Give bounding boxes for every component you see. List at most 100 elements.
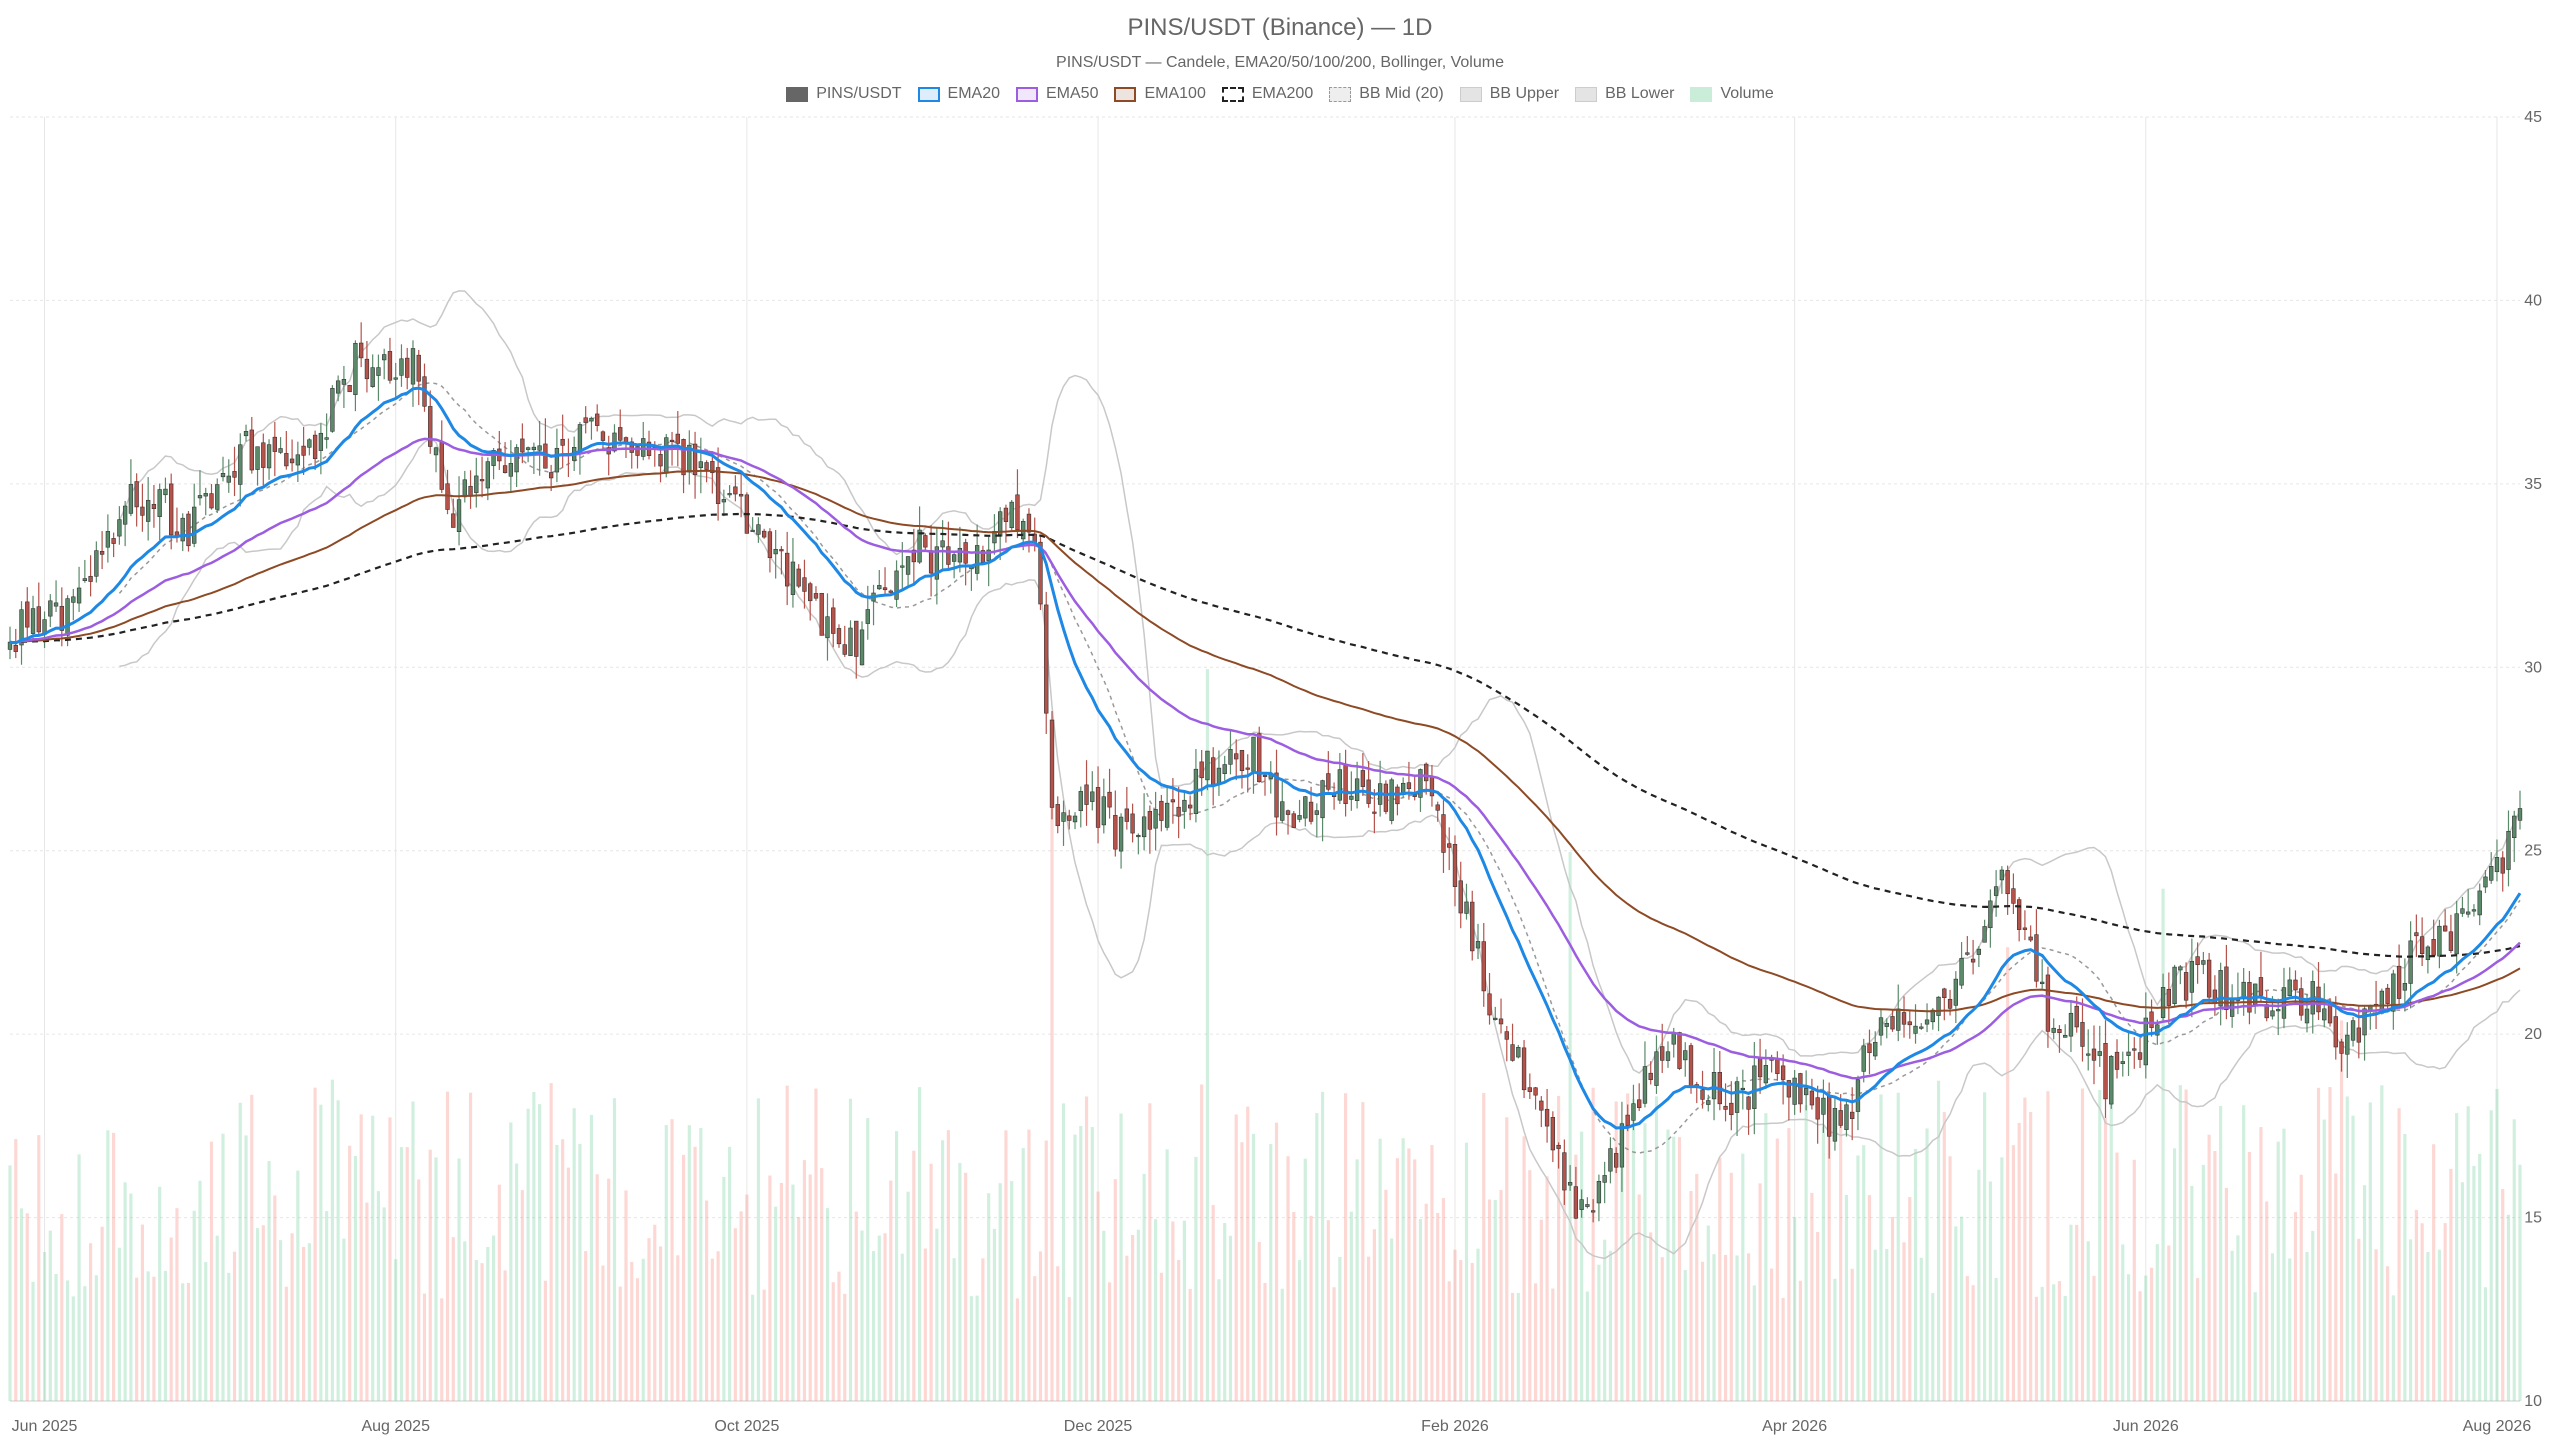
volume-bar <box>2011 1145 2015 1401</box>
volume-bar <box>877 1235 881 1401</box>
candle-body <box>1464 901 1469 914</box>
volume-bar <box>1591 1087 1595 1401</box>
legend-swatch <box>1016 86 1038 102</box>
volume-bar <box>1482 1093 1486 1401</box>
candle-body <box>802 577 807 592</box>
candle-body <box>266 444 272 469</box>
candle-body <box>289 458 295 464</box>
candle-body <box>2183 972 2189 1001</box>
volume-bar <box>1902 1242 1906 1401</box>
volume-bar <box>1303 1158 1307 1401</box>
candle-body <box>1953 978 1958 1006</box>
candle-body <box>261 442 266 468</box>
volume-bar <box>2518 1164 2522 1401</box>
candle-body <box>335 380 341 394</box>
x-tick-label: Aug 2026 <box>2463 1418 2532 1435</box>
candle-body <box>877 585 882 590</box>
candle-body <box>1303 796 1308 819</box>
legend-swatch <box>1575 86 1598 102</box>
candle-body <box>836 628 842 645</box>
volume-bar <box>31 1281 35 1401</box>
candle-body <box>2132 1048 2137 1051</box>
candle-body <box>2166 989 2171 1006</box>
candle-body <box>169 483 174 536</box>
volume-bar <box>1758 1183 1762 1401</box>
volume-bar <box>1424 1203 1428 1401</box>
legend-label: BB Lower <box>1605 85 1675 102</box>
candle-body <box>859 629 865 666</box>
volume-bar <box>2322 1119 2326 1401</box>
volume-bar <box>273 1195 277 1401</box>
y-tick-label: 10 <box>2524 1393 2542 1410</box>
volume-bar <box>566 1167 570 1401</box>
volume-bar <box>2420 1223 2424 1401</box>
legend-item-bb-mid-20[interactable]: BB Mid (20) <box>1329 85 1444 103</box>
candle-body <box>1815 1097 1820 1120</box>
candle-body <box>324 437 329 440</box>
volume-bar <box>1257 1241 1261 1401</box>
volume-bar <box>1816 1232 1820 1401</box>
volume-bar <box>1499 1190 1503 1401</box>
candle-body <box>1878 1017 1884 1036</box>
candle-body <box>951 554 957 562</box>
candle-body <box>1107 791 1112 808</box>
legend-item-ema20[interactable]: EMA20 <box>917 85 1000 103</box>
volume-bar <box>1839 1103 1843 1401</box>
candle-body <box>462 479 467 498</box>
legend-item-pins-usdt[interactable]: PINS/USDT <box>786 85 902 103</box>
volume-bar <box>1470 1262 1474 1401</box>
y-tick-label: 30 <box>2524 659 2542 676</box>
candle-body <box>2103 1043 2108 1100</box>
candle-body <box>940 540 945 548</box>
volume-bar <box>981 1258 985 1401</box>
volume-bar <box>42 1252 47 1401</box>
candle-body <box>2339 1041 2344 1054</box>
volume-bar <box>1079 1125 1083 1401</box>
candle-body <box>1326 773 1331 790</box>
legend-item-volume[interactable]: Volume <box>1690 85 1774 103</box>
legend-item-ema50[interactable]: EMA50 <box>1016 85 1098 103</box>
volume-bar <box>2046 1091 2050 1401</box>
legend-item-ema200[interactable]: EMA200 <box>1221 85 1313 103</box>
legend-item-bb-upper[interactable]: BB Upper <box>1459 85 1559 103</box>
volume-bar <box>181 1283 185 1401</box>
volume-bar <box>733 1228 737 1401</box>
candle-body <box>2057 1029 2062 1033</box>
candle-body <box>1308 801 1314 822</box>
candle-body <box>548 472 554 479</box>
volume-bar <box>497 1184 501 1401</box>
candle-body <box>1919 1026 1924 1029</box>
volume-bar <box>348 1145 352 1401</box>
candle-body <box>1314 810 1319 815</box>
candle-body <box>2143 1017 2148 1066</box>
volume-bar <box>2126 1274 2131 1401</box>
volume-bar <box>1188 1288 1192 1401</box>
volume-bar <box>1666 1129 1670 1401</box>
volume-bar <box>1367 1256 1371 1401</box>
candle-body <box>1475 941 1481 949</box>
candle-body <box>1124 808 1130 822</box>
volume-bar <box>705 1200 709 1401</box>
candle-body <box>1245 767 1250 770</box>
volume-bar <box>1194 1156 1198 1401</box>
candle-body <box>1855 1079 1861 1112</box>
volume-bar <box>140 1224 144 1401</box>
volume-bar <box>1775 1138 1779 1401</box>
volume-bar <box>1211 1205 1215 1401</box>
volume-bar <box>1027 1129 1031 1401</box>
legend-item-ema100[interactable]: EMA100 <box>1114 85 1206 103</box>
candle-body <box>790 561 796 595</box>
candle-body <box>2011 888 2016 904</box>
volume-bar <box>987 1193 991 1401</box>
volume-bar <box>1649 1232 1653 1401</box>
candle-body <box>1936 996 1941 1016</box>
candle-body <box>2114 1051 2120 1070</box>
candle-body <box>2345 1034 2350 1055</box>
x-tick-label: Jun 2025 <box>12 1418 78 1435</box>
candle-body <box>1642 1066 1648 1104</box>
candle-body <box>1579 1199 1584 1210</box>
legend-item-bb-lower[interactable]: BB Lower <box>1575 85 1674 103</box>
volume-bar <box>549 1083 553 1401</box>
volume-bar <box>2472 1165 2476 1401</box>
